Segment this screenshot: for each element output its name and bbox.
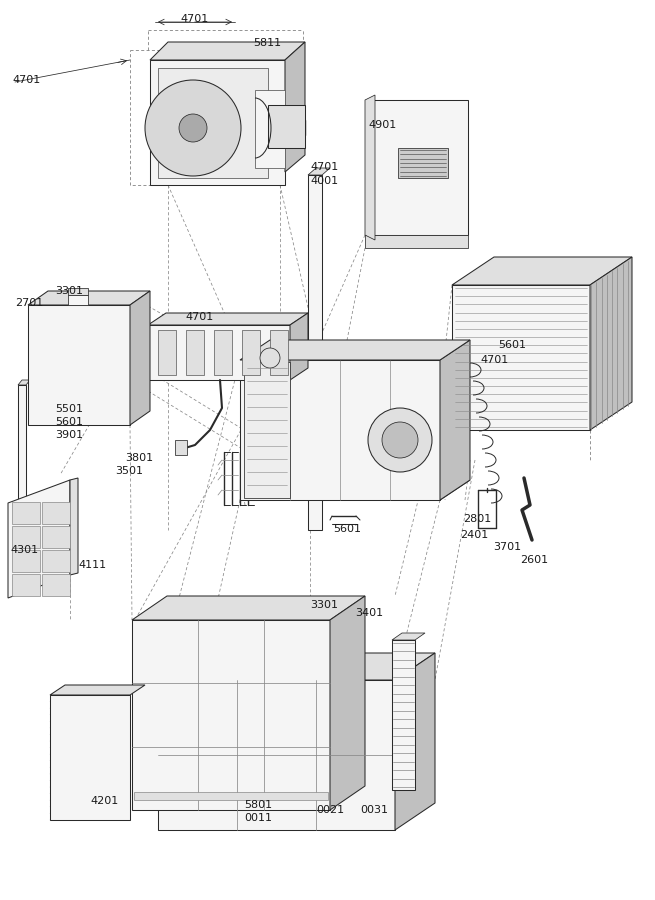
Polygon shape xyxy=(240,360,440,500)
Text: 2801: 2801 xyxy=(463,514,491,524)
Polygon shape xyxy=(68,295,88,305)
Text: 0021: 0021 xyxy=(316,805,344,815)
Text: 3501: 3501 xyxy=(115,466,143,476)
Polygon shape xyxy=(130,291,150,425)
Text: 2701: 2701 xyxy=(15,298,43,308)
Circle shape xyxy=(179,114,207,142)
Polygon shape xyxy=(175,440,187,455)
Polygon shape xyxy=(42,550,70,572)
Text: 0031: 0031 xyxy=(360,805,388,815)
Polygon shape xyxy=(70,478,78,575)
Polygon shape xyxy=(330,596,365,810)
Polygon shape xyxy=(150,42,305,60)
Text: 5811: 5811 xyxy=(253,38,281,48)
Text: 0011: 0011 xyxy=(244,813,272,823)
Polygon shape xyxy=(50,685,145,695)
Polygon shape xyxy=(12,574,40,596)
Text: 3301: 3301 xyxy=(310,600,338,610)
Polygon shape xyxy=(590,257,632,430)
Polygon shape xyxy=(244,362,290,498)
Polygon shape xyxy=(18,385,26,510)
Polygon shape xyxy=(440,340,470,500)
Polygon shape xyxy=(12,502,40,524)
Polygon shape xyxy=(290,313,308,380)
Polygon shape xyxy=(268,105,305,148)
Text: 4111: 4111 xyxy=(78,560,106,570)
Polygon shape xyxy=(42,526,70,548)
Circle shape xyxy=(382,422,418,458)
Text: 4901: 4901 xyxy=(368,120,396,130)
Polygon shape xyxy=(8,480,70,598)
Circle shape xyxy=(260,348,280,368)
Polygon shape xyxy=(28,305,130,425)
Text: 3401: 3401 xyxy=(355,608,383,618)
Polygon shape xyxy=(242,330,260,375)
Polygon shape xyxy=(132,620,330,810)
Polygon shape xyxy=(28,291,150,305)
Text: 4701: 4701 xyxy=(480,355,508,365)
Text: 3901: 3901 xyxy=(55,430,83,440)
Polygon shape xyxy=(12,526,40,548)
Text: 2601: 2601 xyxy=(520,555,548,565)
Polygon shape xyxy=(148,325,290,380)
Polygon shape xyxy=(18,380,30,385)
Polygon shape xyxy=(240,480,470,500)
Text: 5601: 5601 xyxy=(55,417,83,427)
Polygon shape xyxy=(452,285,590,430)
Polygon shape xyxy=(308,175,322,530)
Polygon shape xyxy=(392,640,415,790)
Text: 4701: 4701 xyxy=(185,312,214,322)
Polygon shape xyxy=(50,695,130,820)
Polygon shape xyxy=(392,633,425,640)
Text: 4701: 4701 xyxy=(181,14,209,24)
Circle shape xyxy=(368,408,432,472)
Text: 5501: 5501 xyxy=(55,404,83,414)
Text: 4701: 4701 xyxy=(12,75,40,85)
Polygon shape xyxy=(285,42,305,172)
Polygon shape xyxy=(240,340,470,360)
Polygon shape xyxy=(158,68,268,178)
Polygon shape xyxy=(308,168,330,175)
Polygon shape xyxy=(365,100,468,235)
Polygon shape xyxy=(158,330,176,375)
Text: 4201: 4201 xyxy=(90,796,119,806)
Text: 5601: 5601 xyxy=(498,340,526,350)
Polygon shape xyxy=(158,680,395,830)
Polygon shape xyxy=(214,330,232,375)
Text: 5801: 5801 xyxy=(244,800,272,810)
Polygon shape xyxy=(68,288,88,295)
Text: 4701: 4701 xyxy=(310,162,338,172)
Polygon shape xyxy=(270,330,288,375)
Text: 4301: 4301 xyxy=(10,545,38,555)
Polygon shape xyxy=(452,257,632,285)
Polygon shape xyxy=(150,60,285,185)
Polygon shape xyxy=(365,235,468,248)
Polygon shape xyxy=(186,330,204,375)
Polygon shape xyxy=(148,313,308,325)
Polygon shape xyxy=(132,596,365,620)
Text: 4001: 4001 xyxy=(310,176,338,186)
Polygon shape xyxy=(255,90,285,168)
Polygon shape xyxy=(12,550,40,572)
Text: 3301: 3301 xyxy=(55,286,83,296)
Text: 5601: 5601 xyxy=(333,524,361,534)
Circle shape xyxy=(145,80,241,176)
Polygon shape xyxy=(395,653,435,830)
Polygon shape xyxy=(398,148,448,178)
Text: 3701: 3701 xyxy=(493,542,521,552)
Polygon shape xyxy=(365,95,375,240)
Polygon shape xyxy=(134,792,328,800)
Text: 3801: 3801 xyxy=(125,453,153,463)
Polygon shape xyxy=(158,653,435,680)
Text: 2401: 2401 xyxy=(460,530,488,540)
Polygon shape xyxy=(42,502,70,524)
Polygon shape xyxy=(42,574,70,596)
